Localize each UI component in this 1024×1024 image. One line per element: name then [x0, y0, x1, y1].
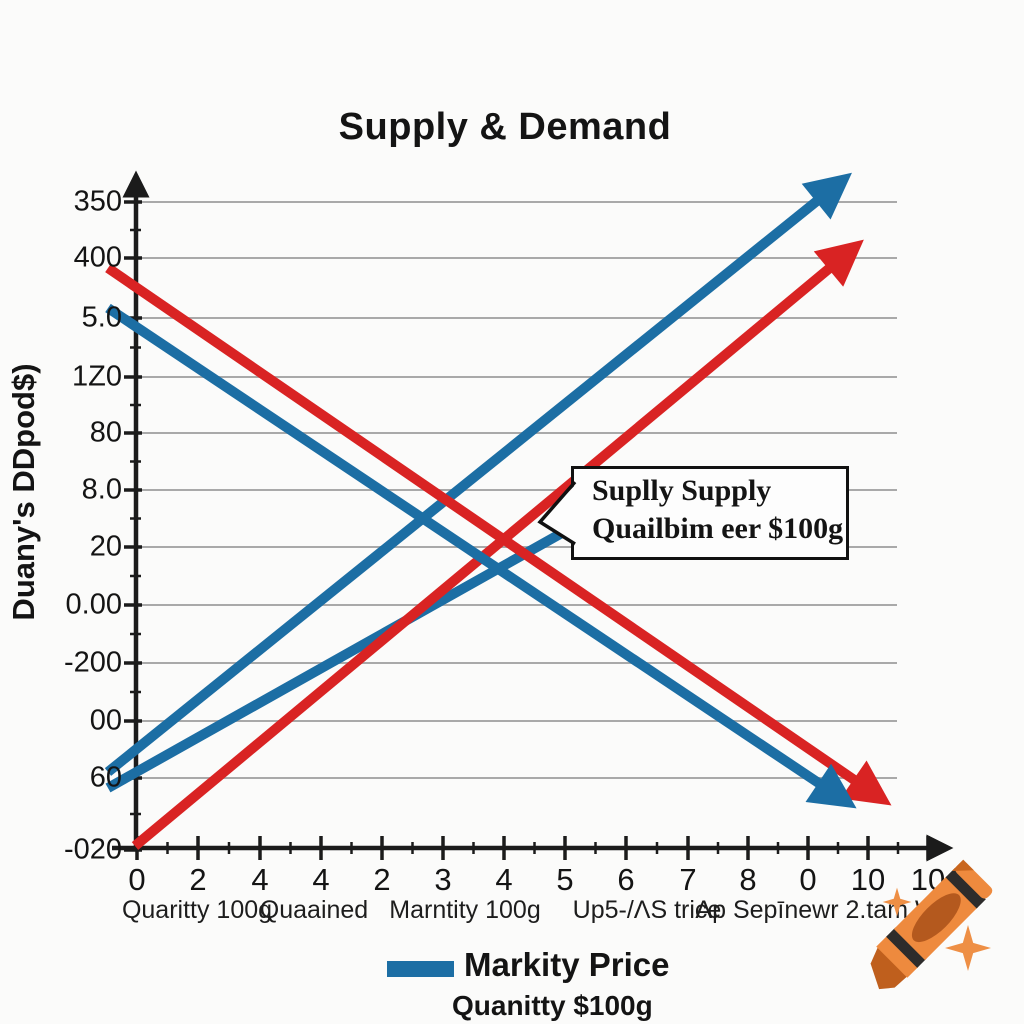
- sparkle-icon: [882, 887, 912, 917]
- annotation-line-2: Quailbim eer $100g: [592, 512, 844, 545]
- crayon-icon: [870, 859, 993, 990]
- annotation-pointer: [537, 480, 578, 546]
- legend-label: Markity Price: [464, 946, 670, 983]
- legend-swatch-market-price: [387, 961, 454, 977]
- supply-line-red: [131, 239, 864, 850]
- annotation-callout: Suplly Supply Quailbim eer $100g: [571, 466, 849, 560]
- legend-caption: Quanitty $100g: [452, 990, 653, 1021]
- sparkle-icon: [945, 925, 991, 971]
- curves: [104, 172, 892, 850]
- crayon-body: [870, 859, 993, 990]
- annotation-line-1: Suplly Supply: [592, 474, 772, 507]
- demand-line-blue: [105, 303, 857, 809]
- supply-line-blue: [104, 172, 852, 776]
- demand-line-red: [105, 263, 892, 806]
- supply-line-blue-short: [105, 515, 588, 793]
